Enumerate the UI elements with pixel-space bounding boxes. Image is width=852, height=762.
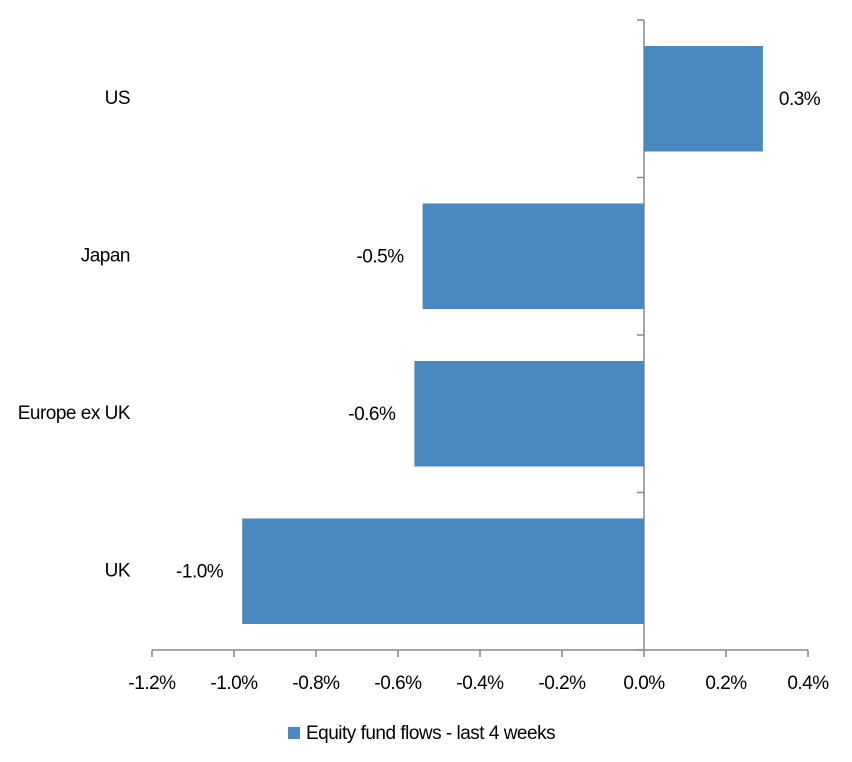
data-label: -0.5% xyxy=(356,246,404,267)
legend-label: Equity fund flows - last 4 weeks xyxy=(306,723,555,744)
bar xyxy=(242,518,644,625)
bar xyxy=(422,203,644,310)
x-tick-label: -0.4% xyxy=(456,673,504,694)
x-tick-label: -0.6% xyxy=(374,673,422,694)
y-tick-label: Europe ex UK xyxy=(18,403,131,424)
data-label: -1.0% xyxy=(176,561,224,582)
x-tick-label: 0.0% xyxy=(623,673,665,694)
y-tick-label: UK xyxy=(105,560,131,581)
bar xyxy=(644,45,763,152)
y-tick-label: Japan xyxy=(81,245,130,266)
data-label: 0.3% xyxy=(779,89,821,110)
x-tick-label: 0.4% xyxy=(787,673,829,694)
x-tick-label: -0.8% xyxy=(292,673,340,694)
y-tick-label: US xyxy=(105,88,130,109)
x-tick-label: 0.2% xyxy=(705,673,747,694)
legend-swatch xyxy=(288,727,300,739)
data-label: -0.6% xyxy=(348,404,396,425)
x-tick-label: -1.0% xyxy=(210,673,258,694)
x-tick-label: -1.2% xyxy=(128,673,176,694)
bar xyxy=(414,360,644,467)
x-tick-label: -0.2% xyxy=(538,673,586,694)
